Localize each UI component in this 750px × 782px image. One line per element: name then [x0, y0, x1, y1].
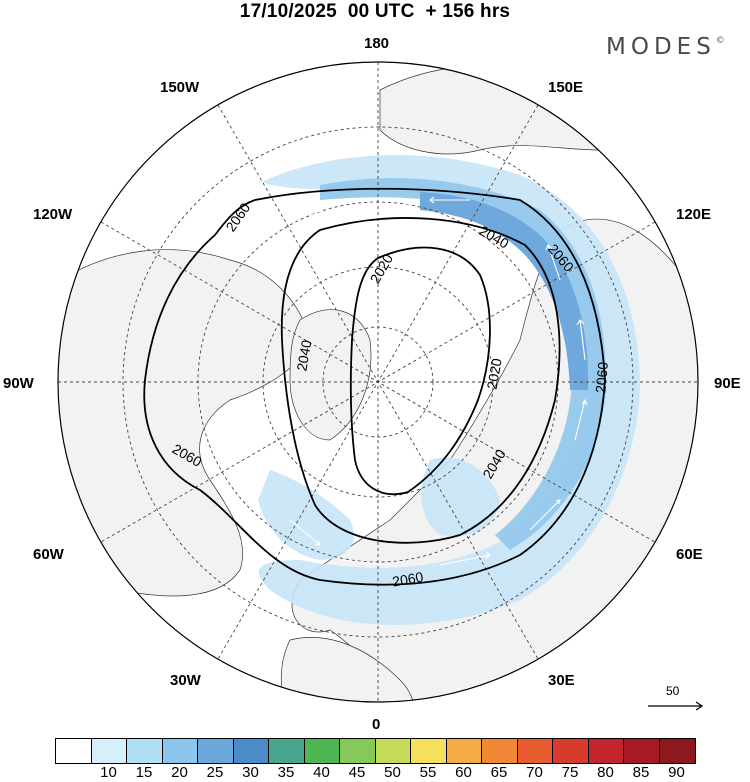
map-title: 17/10/2025 00 UTC + 156 hrs [239, 1, 511, 22]
wind-scale-arrow [648, 701, 704, 711]
colorbar-swatch [659, 739, 695, 763]
lon-label-120w: 120W [33, 206, 73, 223]
lon-label-90w: 90W [3, 375, 34, 392]
jet-siberia [421, 457, 500, 537]
lon-label-180: 180 [364, 35, 390, 52]
lon-label-30w: 30W [170, 672, 201, 689]
wind-scale-label: 50 [666, 684, 680, 698]
colorbar-swatch [553, 739, 589, 763]
contour-label: 2020 [484, 357, 505, 391]
colorbar-swatch [482, 739, 518, 763]
colorbar [55, 738, 696, 764]
colorbar-tick-label: 70 [526, 764, 543, 781]
lon-label-120e: 120E [676, 206, 712, 223]
colorbar-swatch [340, 739, 376, 763]
colorbar-swatch [91, 739, 127, 763]
contour-label: 2060 [391, 568, 425, 589]
colorbar-swatch [56, 739, 92, 763]
colorbar-swatch [446, 739, 482, 763]
colorbar-tick-label: 65 [490, 764, 508, 781]
colorbar-tick-label: 80 [597, 764, 614, 781]
colorbar-swatch [375, 739, 411, 763]
lon-label-30e: 30E [548, 672, 575, 689]
colorbar-tick-label: 40 [313, 764, 330, 781]
height-contours [143, 187, 606, 586]
colorbar-tick-label: 30 [242, 764, 259, 781]
jet-atlantic [258, 470, 354, 560]
lon-label-150w: 150W [160, 79, 200, 96]
lon-label-60e: 60E [676, 546, 703, 563]
colorbar-tick-label: 50 [384, 764, 401, 781]
colorbar-swatch [304, 739, 340, 763]
contour-2060 [143, 187, 606, 586]
colorbar-tick-label: 90 [668, 764, 685, 781]
lon-label-150e: 150E [548, 79, 584, 96]
colorbar-swatch [127, 739, 163, 763]
colorbar-tick-label: 60 [455, 764, 472, 781]
colorbar-swatch [588, 739, 624, 763]
colorbar-swatch [162, 739, 198, 763]
modes-logo: MODES© [606, 34, 725, 60]
contour-2040 [280, 217, 561, 544]
contour-label: 2040 [293, 339, 314, 373]
lon-label-0: 0 [372, 716, 381, 733]
colorbar-tick-label: 10 [100, 764, 117, 781]
colorbar-tick-label: 55 [419, 764, 437, 781]
contour-2020 [349, 246, 491, 495]
colorbar-tick-label: 45 [348, 764, 366, 781]
colorbar-labels: 10 15 20 25 30 35 40 45 50 55 60 65 70 75 80 85 90 [0, 764, 750, 782]
wind-vectors [289, 196, 588, 569]
map-border [57, 61, 699, 703]
graticule [58, 62, 698, 702]
lon-label-60w: 60W [33, 546, 64, 563]
colorbar-swatch [198, 739, 234, 763]
lon-label-90e: 90E [714, 375, 741, 392]
colorbar-swatch [233, 739, 269, 763]
colorbar-tick-label: 35 [277, 764, 295, 781]
brand-name: MODES [606, 34, 716, 60]
jet-core [420, 192, 589, 390]
colorbar-swatch [517, 739, 553, 763]
colorbar-tick-label: 75 [561, 764, 579, 781]
colorbar-tick-label: 15 [135, 764, 153, 781]
colorbar-tick-label: 85 [632, 764, 650, 781]
colorbar-tick-label: 20 [171, 764, 188, 781]
contour-label: 2060 [592, 361, 611, 394]
colorbar-tick-label: 25 [206, 764, 224, 781]
colorbar-swatch [269, 739, 305, 763]
wind-speed-shading [258, 155, 640, 626]
colorbar-swatch [624, 739, 660, 763]
copyright-mark: © [715, 36, 725, 46]
colorbar-swatch [411, 739, 447, 763]
